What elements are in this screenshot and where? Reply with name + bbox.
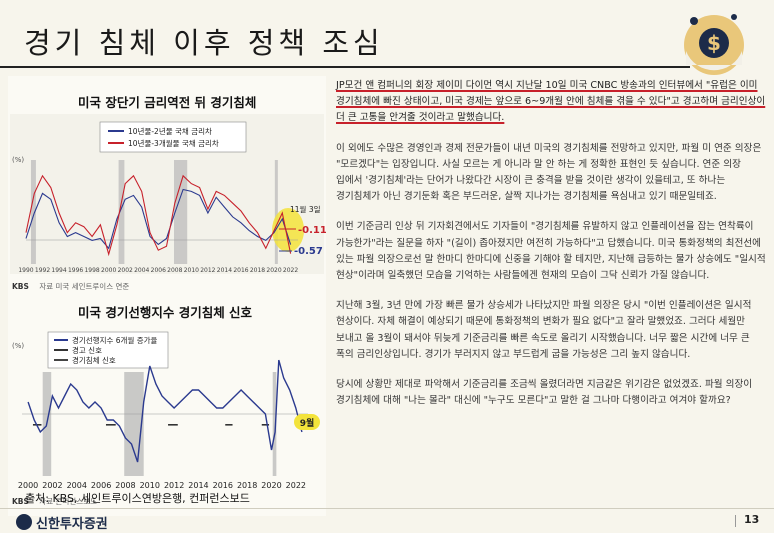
page-title: 경기 침체 이후 정책 조심 [24, 26, 384, 60]
chart1-xtick-label: 2020 [266, 267, 281, 274]
chart1-xtick-label: 2022 [283, 267, 298, 274]
chart1-source: KBS 자료 미국 세인트루이스 연준 [12, 281, 129, 292]
charts-panel: 미국 장단기 금리역전 뒤 경기침체 10년물-2년물 국채 금리차 10년물-… [8, 76, 326, 516]
chart1-xtick-label: 2008 [167, 267, 182, 274]
source-citation: 출처: KBS, 세인트루이스연방은행, 컨퍼런스보드 [25, 492, 250, 505]
chart2-recession-band-2 [272, 372, 277, 476]
chart1-xtick-label: 1994 [51, 267, 66, 274]
chart1-annotation-value-1: -0.11 [298, 225, 326, 236]
chart2-xtick-label: 2006 [91, 481, 111, 490]
chart1-xtick-label: 2002 [118, 267, 133, 274]
article-paragraph-3: 이번 기준금리 인상 뒤 기자회견에서도 기자들이 "경기침체를 유발하지 않고… [336, 221, 766, 282]
chart1-unit: (%) [12, 156, 24, 164]
chart1-xtick-label: 2012 [200, 267, 215, 274]
brand-name: 신한투자증권 [36, 517, 108, 532]
chart1-xtick-label: 2004 [134, 267, 149, 274]
chart2-source-note: 자료 콘퍼런스보드 [39, 497, 97, 506]
chart1-recession-band-2 [173, 160, 188, 264]
chart1-series-line-0 [25, 188, 292, 250]
chart1-series-line-1 [25, 174, 292, 257]
chart1-xtick-label: 2000 [101, 267, 116, 274]
chart2-source: KBS 자료 콘퍼런스보드 [12, 496, 97, 507]
chart1-xtick-label: 1990 [18, 267, 33, 274]
article-paragraph-2: 이 외에도 수많은 경영인과 경제 전문가들이 내년 미국의 경기침체를 전망하… [336, 142, 762, 203]
chart1-recession-band-3 [274, 160, 278, 264]
chart1: 10년물-2년물 국채 금리차 10년물-3개월물 국채 금리차 (%) 199… [10, 114, 326, 274]
chart2-xtick-label: 2002 [42, 481, 62, 490]
chart2-xtick-label: 2022 [286, 481, 306, 490]
chart2-xtick-label: 2014 [188, 481, 208, 490]
chart2-xtick-label: 2004 [67, 481, 87, 490]
chart1-annotation-date: 11월 3일 [290, 204, 321, 214]
footer-divider [0, 508, 774, 509]
chart2-series-line [27, 359, 303, 463]
article-paragraph-5: 당시에 상황만 제대로 파악해서 기준금리를 조금씩 올렸더라면 지금같은 위기… [336, 379, 753, 407]
article-paragraph-1: JP모건 앤 컴퍼니의 회장 제이미 다이먼 역시 지난달 10일 미국 CNB… [336, 78, 770, 127]
chart2-xtick-label: 2010 [140, 481, 160, 490]
chart1-recession-band-1 [118, 160, 125, 264]
chart1-xtick-label: 2016 [233, 267, 248, 274]
page-number: 13 [744, 513, 760, 526]
chart2-kbs-logo: KBS [12, 497, 29, 506]
chart1-legend-label-2: 10년물-3개월물 국채 금리차 [128, 138, 219, 148]
article-body: JP모건 앤 컴퍼니의 회장 제이미 다이먼 역시 지난달 10일 미국 CNB… [336, 78, 770, 423]
chart1-title: 미국 장단기 금리역전 뒤 경기침체 [78, 95, 257, 110]
page-number-divider [735, 515, 736, 527]
chart1-legend [99, 121, 247, 153]
chart1-source-note: 자료 미국 세인트루이스 연준 [39, 282, 130, 291]
chart2-xtick-label: 2018 [237, 481, 257, 490]
chart2-xtick-label: 2000 [18, 481, 38, 490]
chart1-xtick-label: 1992 [35, 267, 50, 274]
chart2-title: 미국 경기선행지수 경기침체 신호 [78, 305, 253, 320]
chart2-unit: (%) [12, 342, 24, 350]
chart1-highlight-circle [272, 208, 305, 252]
dollar-badge-icon: $ [684, 14, 744, 75]
svg-text:$: $ [707, 31, 721, 55]
article-paragraph-4: 지난해 3월, 3년 만에 가장 빠른 물가 상승세가 나타났지만 파월 의장은… [336, 300, 752, 360]
chart2-xtick-label: 2012 [164, 481, 184, 490]
article-highlight-quote: JP모건 앤 컴퍼니의 회장 제이미 다이먼 역시 지난달 10일 미국 CNB… [336, 80, 766, 124]
chart1-annotation-value-2: -0.57 [294, 246, 323, 257]
brand-logo-icon [16, 514, 32, 530]
chart1-kbs-logo: KBS [12, 282, 29, 291]
chart1-xtick-label: 2014 [217, 267, 232, 274]
chart1-recession-band-0 [30, 160, 36, 264]
chart2: 경기선행지수 6개월 증가율 경고 신호 경기침체 신호 (%) 2000 200… [10, 324, 324, 492]
chart2-legend-label-3: 경기침체 신호 [72, 355, 116, 365]
chart1-xtick-label: 1998 [84, 267, 99, 274]
chart1-xtick-label: 2010 [184, 267, 199, 274]
chart2-xtick-label: 2020 [261, 481, 281, 490]
chart2-legend-label-2: 경고 신호 [72, 345, 102, 355]
chart2-xtick-label: 2008 [115, 481, 135, 490]
chart2-xtick-label: 2016 [213, 481, 233, 490]
title-divider [0, 66, 690, 68]
chart2-annotation-badge [294, 414, 320, 430]
chart1-xtick-label: 2006 [151, 267, 166, 274]
chart2-legend-label-1: 경기선행지수 6개월 증가율 [72, 335, 158, 345]
chart1-legend-label-1: 10년물-2년물 국채 금리차 [128, 126, 212, 136]
chart1-xtick-label: 2018 [250, 267, 265, 274]
chart2-annotation: 9월 [300, 417, 315, 429]
chart1-xtick-label: 1996 [68, 267, 83, 274]
